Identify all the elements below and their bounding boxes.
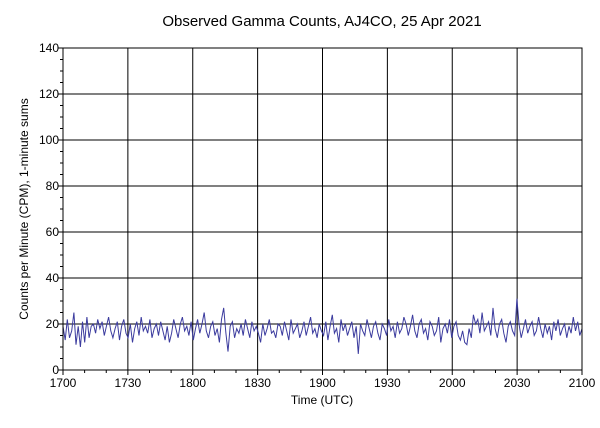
x-tick-label: 2000 [439,376,466,390]
grid [63,48,582,370]
y-tick-label: 120 [39,87,59,101]
x-axis-label: Time (UTC) [291,393,353,407]
y-tick-label: 100 [39,133,59,147]
x-tick-label: 1730 [115,376,142,390]
y-tick-label: 0 [52,363,59,377]
x-tick-label: 2100 [569,376,596,390]
x-tick-label: 2030 [504,376,531,390]
series-layer [62,298,583,354]
y-tick-label: 80 [46,179,60,193]
y-tick-label: 20 [46,317,60,331]
x-tick-label: 1900 [309,376,336,390]
y-tick-label: 40 [46,271,60,285]
x-tick-label: 1700 [50,376,77,390]
x-axis: 1700 1730 1800 1830 1900 1930 2000 2030 2100 [50,370,596,390]
y-axis: 0 20 40 60 80 100 120 140 [39,41,63,377]
y-tick-label: 60 [46,225,60,239]
x-tick-label: 1830 [244,376,271,390]
x-tick-label: 1800 [179,376,206,390]
chart-title: Observed Gamma Counts, AJ4CO, 25 Apr 202… [162,13,481,30]
y-tick-label: 140 [39,41,59,55]
x-tick-label: 1930 [374,376,401,390]
y-axis-label: Counts per Minute (CPM), 1-minute sums [17,98,31,319]
series-line [62,298,583,354]
